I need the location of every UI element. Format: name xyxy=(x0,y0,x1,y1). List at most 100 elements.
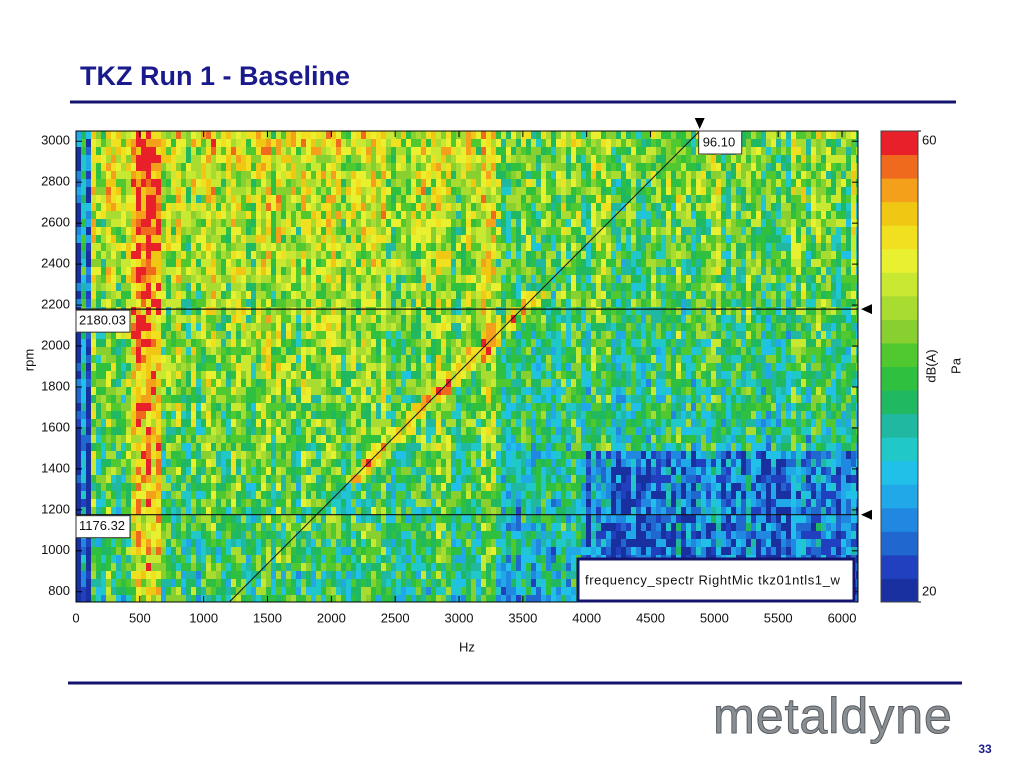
heat-cell xyxy=(256,491,261,499)
heat-cell xyxy=(211,355,216,363)
heat-cell xyxy=(196,499,201,507)
heat-cell xyxy=(411,395,416,403)
heat-cell xyxy=(251,403,256,411)
heat-cell xyxy=(151,467,156,475)
heat-cell xyxy=(256,459,261,467)
heat-cell xyxy=(136,203,141,211)
heat-cell xyxy=(216,203,221,211)
heat-cell xyxy=(296,459,301,467)
heat-cell xyxy=(296,347,301,355)
heat-cell xyxy=(346,267,351,275)
heat-cell xyxy=(306,419,311,427)
heat-cell xyxy=(346,427,351,435)
heat-cell xyxy=(486,259,491,267)
heat-cell xyxy=(236,507,241,515)
heat-cell xyxy=(496,315,501,323)
heat-cell xyxy=(196,307,201,315)
heat-cell xyxy=(456,163,461,171)
heat-cell xyxy=(281,339,286,347)
heat-cell xyxy=(176,435,181,443)
heat-cell xyxy=(91,259,96,267)
heat-cell xyxy=(311,403,316,411)
heat-cell xyxy=(271,547,276,555)
heat-cell xyxy=(246,491,251,499)
heat-cell xyxy=(176,147,181,155)
heat-cell xyxy=(486,243,491,251)
heat-cell xyxy=(371,331,376,339)
heat-cell xyxy=(271,211,276,219)
heat-cell xyxy=(441,539,446,547)
heat-cell xyxy=(181,443,186,451)
heat-cell xyxy=(466,339,471,347)
heat-cell xyxy=(411,435,416,443)
heat-cell xyxy=(126,595,131,602)
heat-cell xyxy=(106,539,111,547)
heat-cell xyxy=(91,203,96,211)
heat-cell xyxy=(81,467,86,475)
heat-cell xyxy=(236,435,241,443)
heat-cell xyxy=(191,419,196,427)
heat-cell xyxy=(231,315,236,323)
heat-cell xyxy=(361,587,366,595)
heat-cell xyxy=(221,243,226,251)
heat-cell xyxy=(171,147,176,155)
heat-cell xyxy=(341,267,346,275)
heat-cell xyxy=(366,155,371,163)
heat-cell xyxy=(311,187,316,195)
heat-cell xyxy=(166,355,171,363)
heat-cell xyxy=(356,395,361,403)
heat-cell xyxy=(86,155,91,163)
heat-cell xyxy=(96,139,101,147)
heat-cell xyxy=(106,379,111,387)
heat-cell xyxy=(441,147,446,155)
heat-cell xyxy=(241,171,246,179)
heat-cell xyxy=(216,587,221,595)
heat-cell xyxy=(216,283,221,291)
heat-cell xyxy=(441,579,446,587)
heat-cell xyxy=(466,195,471,203)
heat-cell xyxy=(361,291,366,299)
heat-cell xyxy=(216,435,221,443)
heat-cell xyxy=(186,403,191,411)
heat-cell xyxy=(281,347,286,355)
heat-cell xyxy=(86,563,91,571)
heat-cell xyxy=(351,467,356,475)
heat-cell xyxy=(236,331,241,339)
heat-cell xyxy=(111,155,116,163)
heat-cell xyxy=(446,171,451,179)
heat-cell xyxy=(96,395,101,403)
heat-cell xyxy=(461,243,466,251)
heat-cell xyxy=(291,267,296,275)
heat-cell xyxy=(211,427,216,435)
heat-cell xyxy=(106,435,111,443)
heat-cell xyxy=(271,267,276,275)
heat-cell xyxy=(266,443,271,451)
heat-cell xyxy=(356,563,361,571)
heat-cell xyxy=(331,315,336,323)
heat-cell xyxy=(381,339,386,347)
heat-cell xyxy=(491,467,496,475)
heat-cell xyxy=(86,387,91,395)
heat-cell xyxy=(226,147,231,155)
heat-cell xyxy=(271,539,276,547)
heat-cell xyxy=(161,243,166,251)
heat-cell xyxy=(341,259,346,267)
heat-cell xyxy=(441,595,446,602)
heat-cell xyxy=(291,403,296,411)
heat-cell xyxy=(196,435,201,443)
heat-cell xyxy=(201,475,206,483)
heat-cell xyxy=(336,259,341,267)
heat-cell xyxy=(236,283,241,291)
heat-cell xyxy=(461,555,466,563)
heat-cell xyxy=(186,243,191,251)
heat-cell xyxy=(286,347,291,355)
heat-cell xyxy=(311,211,316,219)
heat-cell xyxy=(386,339,391,347)
heat-cell xyxy=(421,491,426,499)
heat-cell xyxy=(221,355,226,363)
heat-cell xyxy=(176,451,181,459)
heat-cell xyxy=(486,587,491,595)
heat-cell xyxy=(211,411,216,419)
heat-cell xyxy=(106,347,111,355)
heat-cell xyxy=(471,387,476,395)
